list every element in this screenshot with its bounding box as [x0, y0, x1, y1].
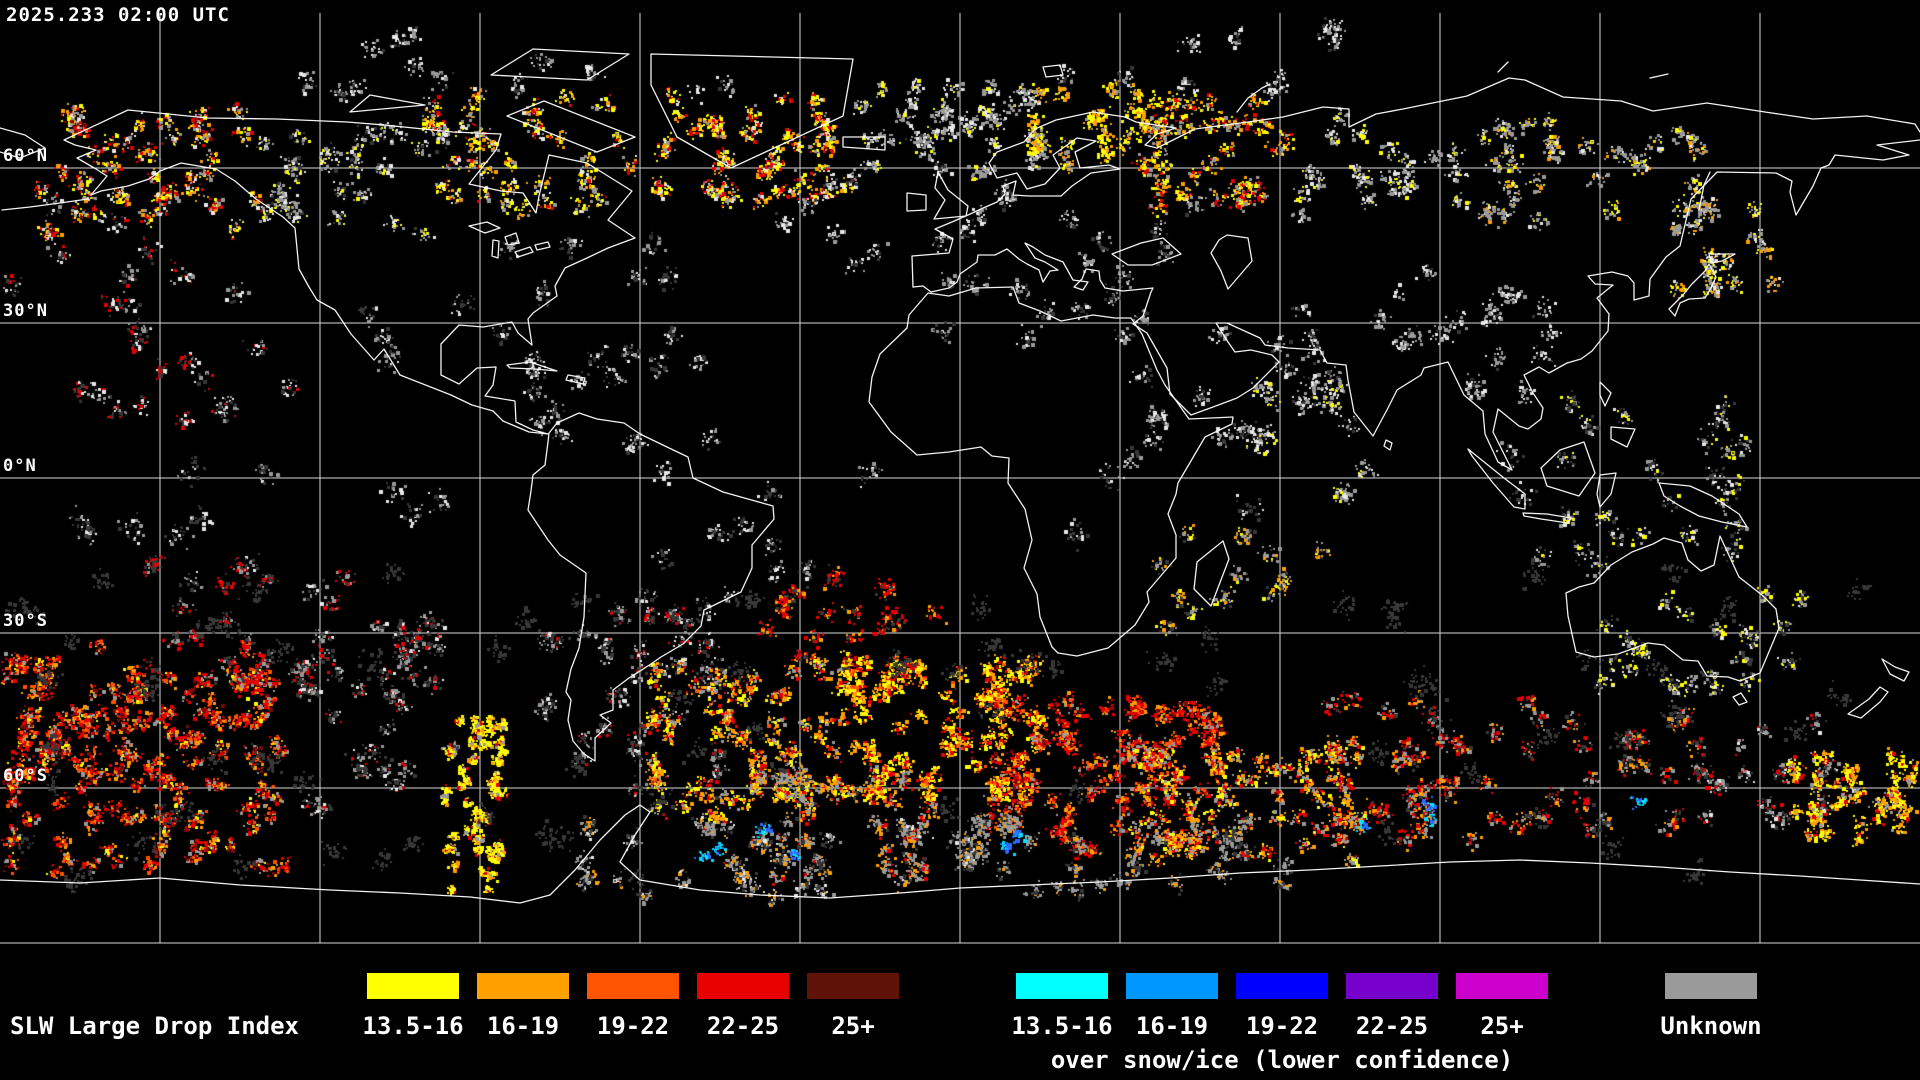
coastline-sakhalin	[1698, 171, 1711, 211]
coastline-lake-huron	[504, 232, 520, 246]
coastline-mindanao	[1610, 426, 1636, 448]
coastline-eurasia-east-south	[912, 139, 1920, 471]
coastline-honshu	[1668, 263, 1717, 317]
coastline-nz-north	[1881, 658, 1910, 682]
coastline-lake-erie	[514, 246, 534, 258]
lat-label-0n: 0°N	[3, 456, 37, 476]
coastline-borneo	[1540, 441, 1596, 497]
coastline-hispaniola	[565, 374, 586, 385]
coastline-madagascar	[1193, 540, 1230, 607]
coastline-svalbard	[1042, 64, 1064, 78]
coastline-black-sea	[1111, 237, 1182, 266]
coastline-aleutians	[1, 198, 89, 211]
coastline-lake-michigan	[491, 239, 500, 259]
coastline-victoria	[349, 94, 426, 113]
lat-label-60n: 60°N	[3, 146, 48, 166]
coastline-sumatra	[1467, 448, 1526, 510]
coastline-eurasia-north	[911, 77, 1920, 288]
coastline-nz-south	[1847, 686, 1889, 719]
coastline-java	[1522, 512, 1572, 524]
coastline-tasmania	[1732, 692, 1748, 706]
coastline-uk	[933, 171, 969, 220]
lat-label-30s: 30°S	[3, 611, 48, 631]
coastline-caspian-sea	[1210, 234, 1253, 290]
coastline-iceland	[842, 136, 886, 151]
coastline-baffin	[506, 100, 636, 153]
coastline-ellesmere	[490, 48, 630, 81]
coastline-cuba	[506, 361, 558, 372]
coastline-new-siberian	[1649, 73, 1669, 79]
coastline-severnaya-zemlya	[1497, 61, 1509, 73]
coastline-chukotka-west-edge	[0, 127, 46, 159]
coastline-lake-superior	[468, 221, 501, 234]
lat-label-30n: 30°N	[3, 301, 48, 321]
coastline-africa	[868, 286, 1234, 657]
coastline-north-america	[63, 109, 636, 435]
coastlines	[0, 48, 1920, 904]
coastline-ireland	[906, 192, 927, 212]
coastline-luzon	[1599, 381, 1612, 407]
coastline-lake-ontario	[534, 241, 551, 251]
coastline-australia	[1565, 535, 1780, 682]
coastline-south-america	[527, 412, 775, 762]
timestamp: 2025.233 02:00 UTC	[6, 4, 230, 26]
coastline-novaya-zemlya	[1236, 83, 1271, 113]
coastline-hokkaido	[1708, 253, 1736, 264]
coastline-new-guinea	[1658, 482, 1748, 528]
coastline-sulawesi	[1596, 472, 1617, 508]
coastline-sri-lanka	[1383, 439, 1393, 451]
coastline-antarctica	[0, 804, 1920, 904]
lat-label-60s: 60°S	[3, 766, 48, 786]
coastline-greenland	[650, 53, 854, 169]
